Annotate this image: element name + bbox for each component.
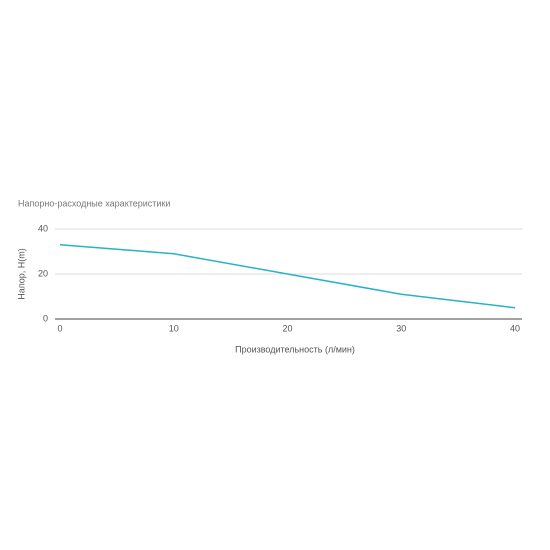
y-axis-label: Напор, Н(m): [16, 248, 26, 299]
chart-title: Напорно-расходные характеристики: [18, 198, 170, 208]
x-tick-label: 40: [510, 323, 520, 333]
y-tick-label: 40: [38, 223, 48, 233]
y-tick-label: 0: [43, 313, 48, 323]
x-tick-label: 20: [282, 323, 292, 333]
x-tick-label: 10: [169, 323, 179, 333]
y-tick-label: 20: [38, 268, 48, 278]
x-axis-label: Производительность (л/мин): [235, 344, 355, 354]
x-tick-label: 0: [57, 323, 62, 333]
x-tick-label: 30: [396, 323, 406, 333]
line: [59, 244, 516, 309]
